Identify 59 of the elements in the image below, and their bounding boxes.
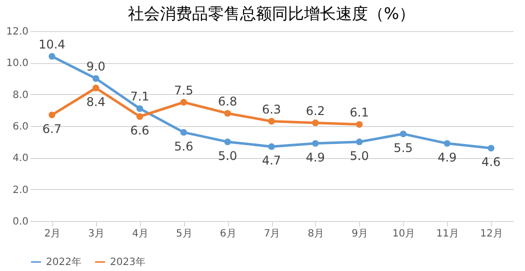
- y-tick-label: 6.0: [12, 122, 28, 132]
- x-tick-label: 4月: [132, 228, 148, 240]
- x-tick-label: 3月: [88, 228, 105, 240]
- point: [180, 128, 188, 136]
- point: [356, 138, 363, 146]
- x-tick-label: 10月: [392, 228, 416, 240]
- x-tick-label: 6月: [220, 228, 236, 240]
- x-tick-label: 8月: [308, 228, 324, 240]
- x-tick-label: 11月: [436, 228, 460, 240]
- data-label: 6.1: [350, 105, 369, 120]
- data-label: 10.4: [38, 37, 66, 52]
- point: [224, 138, 231, 146]
- legend-label: 2022年: [46, 256, 82, 268]
- x-tick-label: 9月: [352, 228, 368, 240]
- point: [356, 121, 363, 128]
- y-tick-label: 4.0: [12, 153, 28, 164]
- data-label: 4.9: [438, 150, 457, 164]
- data-label: 8.4: [86, 95, 106, 109]
- data-label: 6.6: [130, 124, 150, 138]
- data-label: 6.8: [218, 94, 238, 108]
- y-tick-label: 2.0: [12, 184, 28, 196]
- point: [136, 105, 144, 112]
- point: [444, 140, 450, 147]
- point: [92, 75, 100, 82]
- data-label: 9.0: [86, 60, 106, 74]
- point: [312, 119, 319, 126]
- data-label: 5.5: [394, 140, 413, 155]
- data-label: 4.6: [482, 155, 501, 170]
- point: [136, 113, 144, 120]
- x-tick-label: 2月: [44, 228, 61, 240]
- data-label: 5.6: [174, 139, 194, 154]
- data-label: 5.0: [350, 148, 369, 163]
- point: [400, 130, 407, 138]
- point: [48, 112, 56, 118]
- legend-label: 2023年: [110, 256, 146, 268]
- point: [488, 144, 494, 152]
- point: [224, 110, 231, 117]
- data-label: 7.1: [130, 90, 150, 104]
- point: [268, 118, 275, 125]
- point: [268, 143, 275, 150]
- data-label: 4.7: [262, 154, 282, 168]
- data-label: 5.0: [218, 148, 238, 163]
- point: [48, 52, 56, 60]
- point: [312, 140, 319, 147]
- y-tick-label: 12.0: [6, 26, 28, 38]
- point: [92, 84, 100, 92]
- y-tick-label: 0.0: [12, 216, 28, 228]
- point: [180, 98, 188, 106]
- y-tick-label: 8.0: [12, 90, 28, 101]
- data-label: 6.2: [306, 104, 325, 118]
- x-tick-label: 12月: [480, 228, 503, 240]
- data-label: 6.3: [262, 102, 282, 116]
- data-label: 7.5: [174, 83, 194, 98]
- x-tick-label: 7月: [264, 228, 280, 240]
- data-label: 6.7: [42, 122, 62, 136]
- data-label: 4.9: [306, 150, 325, 164]
- y-tick-label: 10.0: [6, 58, 28, 70]
- chart-title: 社会消费品零售总额同比增长速度（%）: [128, 4, 416, 23]
- x-tick-label: 5月: [176, 228, 192, 240]
